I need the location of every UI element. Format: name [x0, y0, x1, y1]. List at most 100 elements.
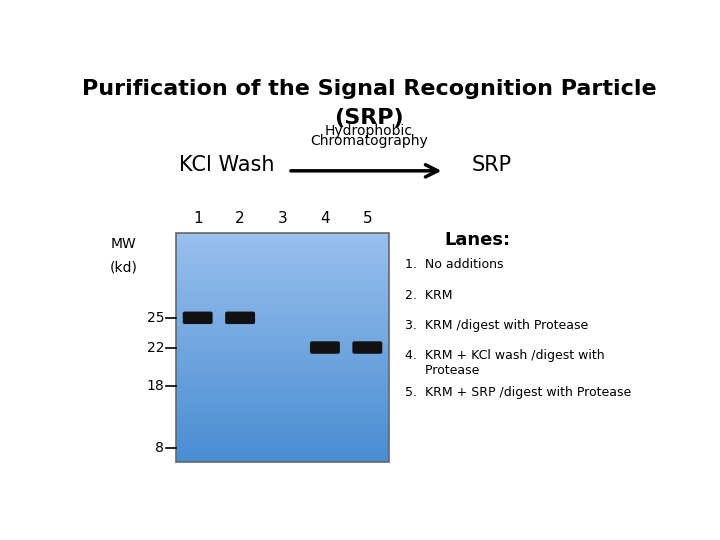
Bar — [176, 348, 389, 349]
Bar — [176, 343, 389, 344]
Bar — [176, 302, 389, 303]
Bar — [176, 304, 389, 305]
Text: 3: 3 — [278, 211, 287, 226]
Bar — [176, 403, 389, 404]
Bar — [176, 397, 389, 398]
Bar — [176, 396, 389, 397]
Bar — [176, 257, 389, 258]
Bar — [176, 274, 389, 275]
Bar — [176, 449, 389, 450]
Bar — [176, 391, 389, 392]
Bar — [176, 334, 389, 335]
Bar — [176, 363, 389, 364]
FancyBboxPatch shape — [310, 341, 340, 354]
Text: Chromatography: Chromatography — [310, 134, 428, 148]
Bar — [176, 394, 389, 396]
Bar — [176, 458, 389, 460]
Text: Lanes:: Lanes: — [445, 231, 511, 249]
Bar — [176, 293, 389, 294]
Bar — [176, 420, 389, 421]
Bar — [176, 382, 389, 383]
Bar — [176, 245, 389, 246]
Bar — [176, 393, 389, 394]
Bar — [176, 312, 389, 313]
Bar — [176, 418, 389, 420]
Bar — [176, 415, 389, 416]
Bar — [176, 344, 389, 345]
Bar — [176, 448, 389, 449]
Bar — [176, 287, 389, 288]
Bar — [176, 404, 389, 406]
Bar — [176, 321, 389, 322]
Bar — [176, 376, 389, 377]
FancyBboxPatch shape — [352, 341, 382, 354]
Text: 4: 4 — [320, 211, 330, 226]
Bar — [176, 305, 389, 306]
Bar — [176, 355, 389, 357]
Bar — [176, 454, 389, 455]
Bar — [176, 262, 389, 263]
Bar — [176, 390, 389, 391]
Bar — [176, 400, 389, 401]
Bar — [176, 281, 389, 282]
Bar — [176, 307, 389, 309]
Bar — [176, 238, 389, 239]
Bar — [176, 370, 389, 372]
Bar — [176, 325, 389, 326]
Bar — [176, 282, 389, 284]
Bar — [176, 417, 389, 418]
Bar — [176, 366, 389, 367]
Bar — [176, 233, 389, 234]
Bar — [176, 358, 389, 359]
Bar — [176, 299, 389, 300]
Bar — [176, 285, 389, 286]
Bar — [176, 369, 389, 370]
Bar — [176, 380, 389, 381]
Bar — [176, 387, 389, 388]
Bar — [176, 346, 389, 348]
Bar — [176, 354, 389, 355]
Bar — [176, 430, 389, 431]
Bar — [176, 392, 389, 393]
Bar — [176, 315, 389, 316]
Bar — [176, 450, 389, 451]
Bar — [176, 401, 389, 402]
Bar — [176, 252, 389, 253]
Bar — [176, 402, 389, 403]
Text: 1: 1 — [193, 211, 202, 226]
Bar — [176, 280, 389, 281]
Bar — [176, 359, 389, 360]
Bar — [176, 406, 389, 407]
Text: MW: MW — [111, 238, 136, 251]
Bar — [176, 421, 389, 422]
Bar — [176, 409, 389, 410]
Bar — [176, 249, 389, 251]
Bar — [176, 247, 389, 248]
Text: 22: 22 — [147, 341, 164, 355]
Bar — [176, 244, 389, 245]
Bar — [176, 372, 389, 373]
Bar — [176, 447, 389, 448]
Bar — [176, 271, 389, 272]
Text: (kd): (kd) — [109, 260, 138, 274]
Bar — [176, 398, 389, 399]
Bar — [176, 385, 389, 387]
Bar — [176, 319, 389, 320]
Text: KCl Wash: KCl Wash — [179, 154, 274, 174]
Bar — [176, 241, 389, 242]
Bar — [176, 297, 389, 299]
Bar — [176, 414, 389, 415]
FancyBboxPatch shape — [183, 312, 212, 324]
Bar — [176, 408, 389, 409]
Bar — [176, 426, 389, 427]
Bar — [176, 352, 389, 353]
Bar — [176, 374, 389, 375]
Bar — [176, 451, 389, 453]
Bar — [176, 263, 389, 264]
Bar — [176, 422, 389, 423]
Bar — [176, 446, 389, 447]
Bar — [176, 373, 389, 374]
Bar — [176, 350, 389, 351]
Bar — [176, 367, 389, 368]
Bar — [176, 424, 389, 426]
